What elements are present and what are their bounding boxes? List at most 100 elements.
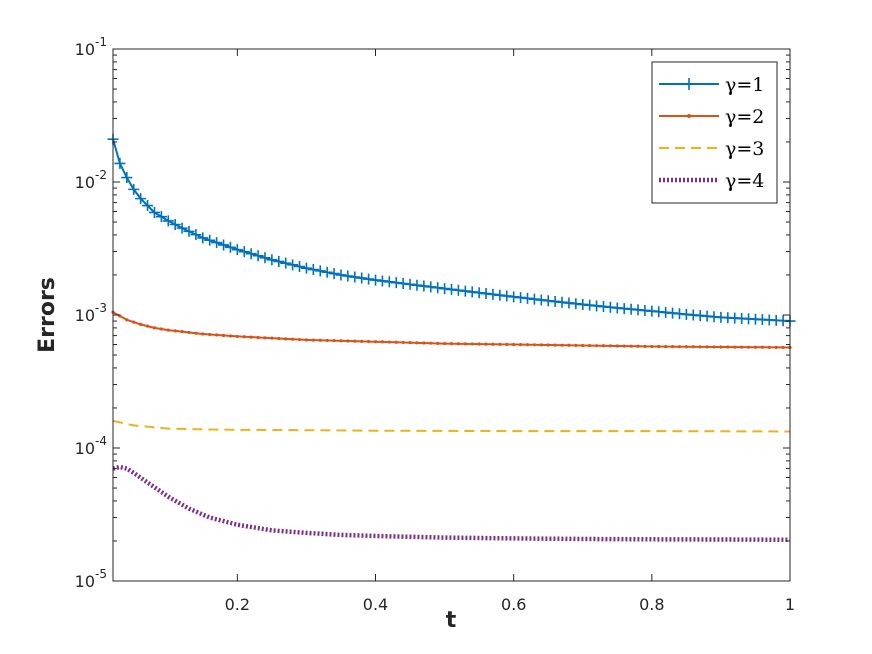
series-2-point (588, 343, 592, 348)
series-2-point (622, 344, 626, 348)
y-tick-label-exponent: -5 (95, 567, 107, 581)
legend-label-2: γ=2 (725, 106, 764, 128)
series-2-point (346, 339, 350, 343)
series-2-point (394, 340, 398, 344)
series-2-point (221, 333, 226, 338)
series-2-point (360, 339, 364, 343)
series-2-point (318, 338, 322, 342)
series-2-point (353, 339, 357, 343)
y-tick-label-exponent: -4 (95, 434, 107, 448)
series-2-point (636, 344, 640, 348)
series-2-point (463, 342, 467, 346)
series-1-point (328, 268, 340, 280)
series-2-point (657, 344, 661, 349)
series-1-point (128, 183, 140, 195)
series-2-point (380, 340, 385, 344)
series-2-point (532, 343, 536, 347)
series-line-3 (112, 419, 791, 433)
series-1-point (245, 248, 257, 260)
legend-marker-plus (683, 78, 695, 90)
series-2-point (560, 343, 564, 347)
series-1-point (197, 232, 209, 244)
series-2-point (456, 342, 461, 346)
series-2-point (615, 344, 619, 348)
series-2-point (215, 333, 219, 337)
series-2-point (235, 334, 239, 339)
series-2-point (698, 345, 702, 349)
series-1-point (397, 277, 409, 289)
series-1-point (335, 269, 347, 281)
series-1-point (114, 157, 126, 169)
series-2-point (408, 341, 412, 345)
series-2-point (574, 343, 578, 347)
series-2-point (284, 337, 288, 341)
series-2-point (436, 341, 440, 345)
legend-label-1: γ=1 (725, 74, 764, 96)
series-2-point (767, 345, 771, 349)
y-tick-label-base: 10 (75, 439, 95, 458)
series-2-point (608, 344, 612, 348)
series-1-point (342, 270, 354, 282)
series-2-point (159, 327, 163, 331)
series-1-point (411, 279, 423, 291)
y-tick-label: 10-4 (75, 434, 107, 458)
series-2-point (677, 345, 682, 349)
y-tick-label-base: 10 (75, 173, 95, 192)
series-2-point (753, 345, 758, 349)
legend-marker-dot (687, 114, 691, 118)
y-tick-label-base: 10 (75, 40, 95, 59)
series-2-point (415, 341, 419, 345)
series-1-point (280, 257, 292, 269)
series-1-point (294, 260, 306, 272)
series-2-point (512, 342, 516, 347)
series-layer (107, 133, 796, 543)
series-1-point (218, 239, 230, 251)
y-tick-label: 10-2 (75, 168, 107, 192)
series-2-point (581, 343, 585, 348)
legend: γ=1 γ=2 γ=3 γ=4 (651, 61, 778, 204)
series-2-point (325, 338, 329, 343)
series-2-point (422, 341, 426, 345)
series-1-point (501, 290, 513, 302)
series-1-point (231, 244, 243, 256)
series-1-point (135, 193, 147, 205)
series-1-point (390, 277, 402, 289)
series-2-point (518, 343, 523, 347)
series-1-point (183, 225, 195, 237)
series-1-point (446, 283, 457, 295)
series-2-point (525, 343, 530, 347)
series-1-point (162, 215, 174, 227)
series-2-point (249, 335, 253, 339)
series-2-point (256, 335, 260, 340)
series-2-point (208, 332, 212, 337)
series-2-point (339, 339, 343, 343)
x-tick-label: 1 (785, 595, 795, 614)
y-axis-title: Errors (35, 277, 60, 353)
series-1-point (266, 254, 278, 266)
series-2-point (194, 331, 198, 335)
series-1-point (259, 252, 271, 264)
y-tick-label: 10-5 (75, 567, 107, 591)
y-tick-label-exponent: -1 (95, 35, 107, 49)
series-2-point (664, 344, 668, 349)
series-2-point (125, 318, 129, 322)
series-1-point (300, 262, 312, 274)
series-1-point (176, 222, 188, 234)
series-2-point (705, 345, 709, 349)
series-2-point (270, 336, 274, 340)
series-2-point (719, 345, 723, 349)
series-1-point (211, 237, 223, 249)
series-2-point (449, 342, 454, 346)
series-1-point (432, 282, 444, 294)
y-tick-label: 10-3 (75, 301, 107, 325)
series-2-point (187, 330, 191, 335)
series-2-point (263, 336, 267, 340)
y-tick-label-exponent: -3 (95, 301, 107, 315)
series-2-point (166, 328, 170, 332)
series-2-point (332, 339, 336, 343)
series-2-point (491, 342, 495, 346)
series-1-point (473, 287, 485, 299)
series-1-point (480, 288, 492, 300)
series-2-point (277, 336, 281, 341)
series-1-point (487, 288, 499, 300)
